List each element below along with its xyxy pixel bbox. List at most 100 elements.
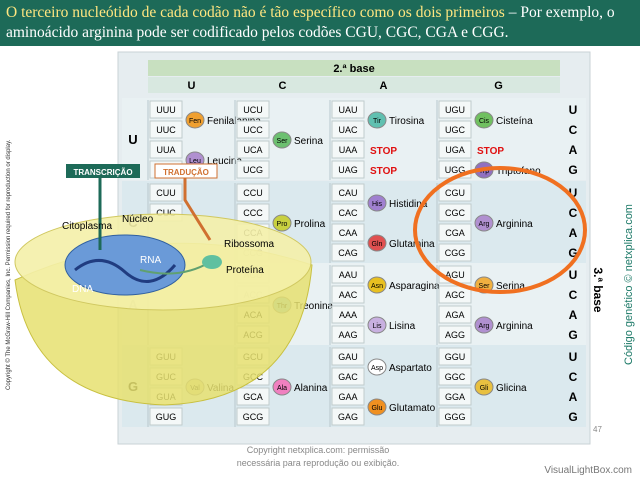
amino-abbr: Trp [479, 168, 489, 175]
codon: AAU [339, 270, 358, 280]
third-base: C [569, 288, 578, 302]
codon-cell [331, 367, 365, 386]
codon-cell [438, 285, 472, 304]
codon: GUG [156, 412, 177, 422]
codon-cell [438, 407, 472, 426]
codon: AAG [338, 330, 357, 340]
codon-cell [149, 100, 183, 119]
column-header: U [188, 80, 196, 92]
codon-cell [236, 120, 270, 139]
amino-abbr: Leu [189, 158, 201, 165]
amino-badge [474, 378, 494, 396]
amino-badge [474, 214, 494, 232]
codon-cell [438, 223, 472, 242]
label-box [154, 163, 218, 179]
amino-name: Triptofano [496, 166, 541, 177]
codon-cell [236, 140, 270, 159]
codon-cell [236, 203, 270, 222]
codon: AGU [445, 270, 465, 280]
codon-cell [438, 305, 472, 324]
codon-cell [236, 387, 270, 406]
amino-abbr: His [372, 201, 383, 208]
codon-cell [438, 120, 472, 139]
third-base: G [568, 163, 577, 177]
stop-codon: STOP [370, 166, 397, 177]
amino-name: Leucina [207, 156, 242, 167]
codon: GAA [338, 392, 357, 402]
label: TRADUÇÃO [163, 168, 209, 177]
amino-badge [272, 378, 292, 396]
third-base: U [569, 350, 578, 364]
dna [74, 259, 177, 283]
codon: GGG [444, 412, 465, 422]
codon-cell [331, 100, 365, 119]
stop-codon: STOP [370, 146, 397, 157]
codon-cell [331, 265, 365, 284]
codon: UCU [243, 105, 263, 115]
site-vertical: Código genético © netxplica.com [623, 204, 635, 365]
amino-abbr: Ser [479, 283, 491, 290]
third-base: C [569, 206, 578, 220]
codon-cell [236, 160, 270, 179]
codon-cell [331, 243, 365, 262]
codon-cell [331, 203, 365, 222]
codon: GGC [445, 372, 466, 382]
codon: AGA [445, 310, 464, 320]
codon: AAA [339, 310, 357, 320]
amino-abbr: Arg [479, 221, 490, 228]
amino-badge [367, 316, 387, 334]
amino-name: Glutamina [389, 239, 435, 250]
third-base: A [569, 226, 578, 240]
third-base: G [568, 410, 577, 424]
codon-cell [236, 183, 270, 202]
codon-cell [331, 223, 365, 242]
label: TRANSCRIÇÃO [73, 168, 132, 177]
codon-cell [438, 325, 472, 344]
codon: UGA [445, 145, 465, 155]
amino-name: Serina [294, 136, 323, 147]
header: O terceiro nucleótido de cada codão não … [0, 0, 640, 46]
third-base-title: 3.ª base [591, 267, 605, 312]
amino-name: Glicina [496, 383, 527, 394]
codon: UUA [156, 145, 175, 155]
codon: UGC [445, 125, 466, 135]
amino-badge [367, 398, 387, 416]
third-base: C [569, 123, 578, 137]
codon: AAC [339, 290, 358, 300]
second-base-title: 2.ª base [333, 63, 374, 75]
codon: CAC [338, 208, 358, 218]
codon-cell [438, 243, 472, 262]
codon-cell [149, 183, 183, 202]
amino-badge [367, 234, 387, 252]
codon: CCU [243, 188, 263, 198]
amino-name: Lisina [389, 321, 416, 332]
codon: CGA [445, 228, 465, 238]
codon: GAG [338, 412, 358, 422]
codon-cell [331, 140, 365, 159]
codon-cell [438, 203, 472, 222]
label: Ribossoma [224, 239, 274, 250]
codon-cell [331, 120, 365, 139]
codon-cell [331, 160, 365, 179]
amino-badge [474, 316, 494, 334]
amino-name: Fenilalanina [207, 116, 261, 127]
label: Proteína [226, 265, 264, 276]
column-header: A [380, 80, 388, 92]
codon: GCA [243, 392, 263, 402]
page-number: 47 [593, 425, 602, 434]
amino-name: Tirosina [389, 116, 425, 127]
amino-abbr: Cis [479, 118, 490, 125]
codon-cell [149, 407, 183, 426]
codon: CUU [156, 188, 176, 198]
third-base: U [569, 103, 578, 117]
amino-name: Treonina [294, 301, 334, 312]
codon-cell [149, 140, 183, 159]
codon: GAU [338, 352, 358, 362]
codon-cell [236, 407, 270, 426]
third-base: G [568, 246, 577, 260]
third-base: U [569, 186, 578, 200]
amino-badge [272, 214, 292, 232]
codon-cell [331, 305, 365, 324]
codon: UAU [338, 105, 357, 115]
